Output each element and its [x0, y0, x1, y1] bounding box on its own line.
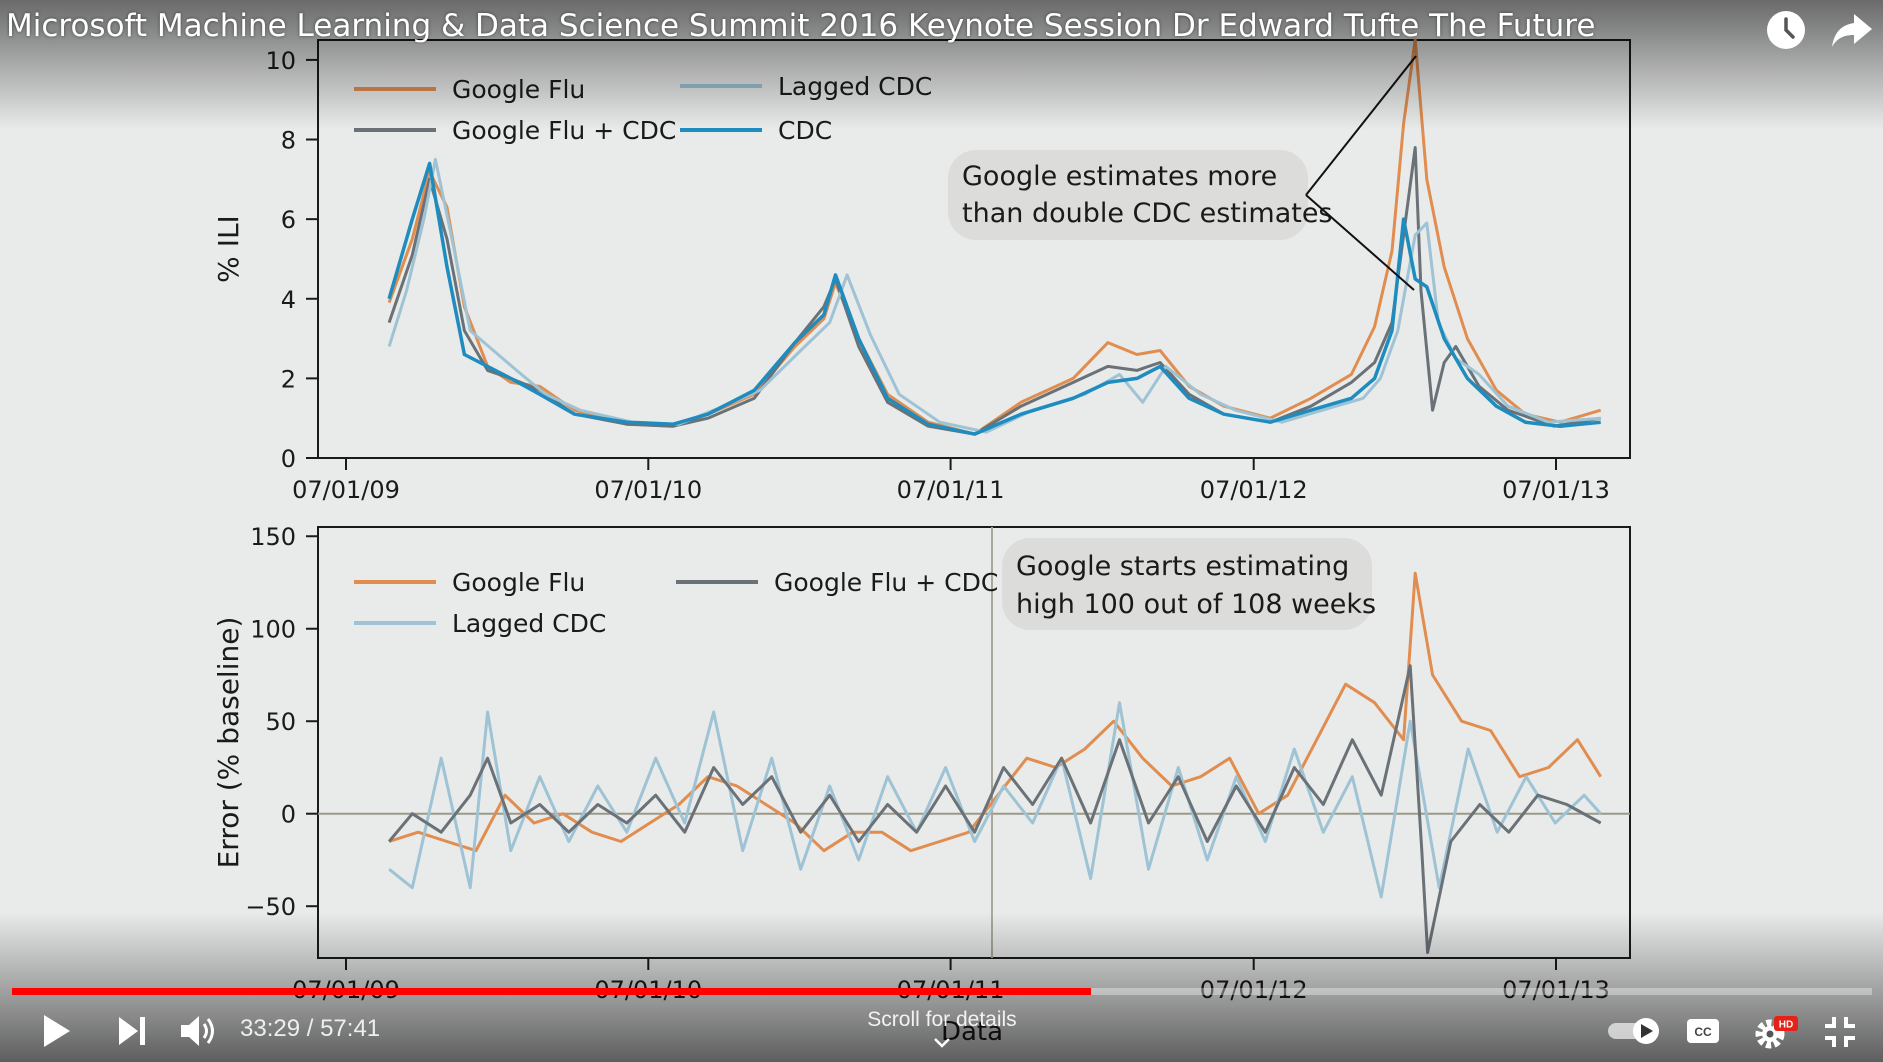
chart-2-ytick-label: −50 — [245, 893, 296, 921]
chart-1-annotation-line-1: Google estimates more — [962, 161, 1277, 192]
chart-1-ytick-label: 0 — [281, 445, 296, 473]
chart-2-ytick-label: 0 — [281, 801, 296, 829]
share-arrow-icon[interactable] — [1830, 8, 1874, 52]
autoplay-toggle-icon — [1608, 1018, 1659, 1044]
chart-2-annotation-line-2: high 100 out of 108 weeks — [1016, 589, 1376, 620]
chart-1-legend-label-google-flu-cdc: Google Flu + CDC — [452, 116, 676, 145]
duration: 57:41 — [320, 1015, 381, 1042]
scroll-hint[interactable]: Scroll for details — [842, 1008, 1042, 1056]
svg-text:CC: CC — [1694, 1025, 1712, 1039]
progress-bar[interactable] — [12, 988, 1872, 995]
chart-1-legend-label-cdc: CDC — [778, 116, 832, 145]
chart-1-ytick-label: 4 — [281, 286, 296, 314]
time-display: 33:29 / 57:41 — [240, 1015, 380, 1043]
play-icon — [44, 1015, 70, 1047]
chart-2-ylabel: Error (% baseline) — [212, 617, 245, 869]
skip-next-icon — [119, 1017, 145, 1045]
exit-fullscreen-button[interactable] — [1822, 1014, 1858, 1054]
captions-button[interactable]: CC — [1686, 1018, 1720, 1048]
chart-1-xtick-label: 07/01/09 — [292, 476, 400, 504]
gear-icon: HD — [1755, 1016, 1798, 1049]
chart-1-annotation-pointer — [1305, 194, 1415, 291]
chart-1-xtick-label: 07/01/10 — [594, 476, 702, 504]
chart-2-ytick-label: 50 — [265, 708, 296, 736]
chart-2-ytick-label: 150 — [250, 523, 296, 551]
chart-2-series-lagged-cdc — [388, 701, 1602, 899]
chart-2-series-google-flu-cdc — [387, 664, 1602, 954]
chart-1-ytick-label: 10 — [265, 47, 296, 75]
chart-2-annotation-bubble — [1002, 538, 1372, 630]
settings-button[interactable]: HD — [1752, 1012, 1800, 1056]
chart-1-ytick-label: 2 — [281, 365, 296, 393]
volume-icon — [181, 1016, 214, 1046]
time-separator: / — [306, 1015, 321, 1042]
chart-2-plot-area — [317, 526, 1631, 959]
chevron-down-icon — [934, 1038, 950, 1048]
chart-2-legend-label-google-flu: Google Flu — [452, 568, 585, 597]
chart-2-legend-label-google-flu-cdc: Google Flu + CDC — [774, 568, 998, 597]
chart-1-annotation-line-2: than double CDC estimates — [962, 198, 1333, 229]
chart-1-annotation-bubble — [948, 150, 1308, 240]
chart-2-annotation-line-1: Google starts estimating — [1016, 551, 1349, 582]
chart-1-series-cdc — [387, 161, 1601, 436]
autoplay-toggle[interactable] — [1606, 1016, 1666, 1050]
chart-1-xtick-label: 07/01/13 — [1502, 476, 1610, 504]
chart-1-xtick-label: 07/01/12 — [1200, 476, 1308, 504]
chart-1-ylabel: % ILI — [212, 215, 245, 283]
progress-played — [12, 988, 1091, 995]
exit-fullscreen-icon — [1825, 1017, 1855, 1047]
chart-1-xtick-label: 07/01/11 — [897, 476, 1005, 504]
scroll-hint-label: Scroll for details — [867, 1008, 1017, 1031]
chart-1-ytick-label: 8 — [281, 127, 296, 155]
clock-icon[interactable] — [1764, 8, 1808, 52]
chart-1-legend-label-lagged-cdc: Lagged CDC — [778, 72, 932, 101]
chart-1-series-lagged-cdc — [387, 157, 1601, 434]
next-button[interactable] — [114, 1013, 150, 1053]
chart-1-ytick-label: 6 — [281, 206, 296, 234]
chart-1-legend-label-google-flu: Google Flu — [452, 75, 585, 104]
closed-captions-icon: CC — [1687, 1019, 1719, 1043]
chart-1-series-google-flu-cdc — [387, 146, 1601, 436]
chart-2-legend-label-lagged-cdc: Lagged CDC — [452, 609, 606, 638]
hd-badge: HD — [1779, 1020, 1793, 1031]
video-title[interactable]: Microsoft Machine Learning & Data Scienc… — [6, 8, 1596, 44]
current-time: 33:29 — [240, 1015, 301, 1042]
play-button[interactable] — [38, 1011, 74, 1055]
volume-button[interactable] — [178, 1013, 218, 1053]
chart-2-ytick-label: 100 — [250, 616, 296, 644]
